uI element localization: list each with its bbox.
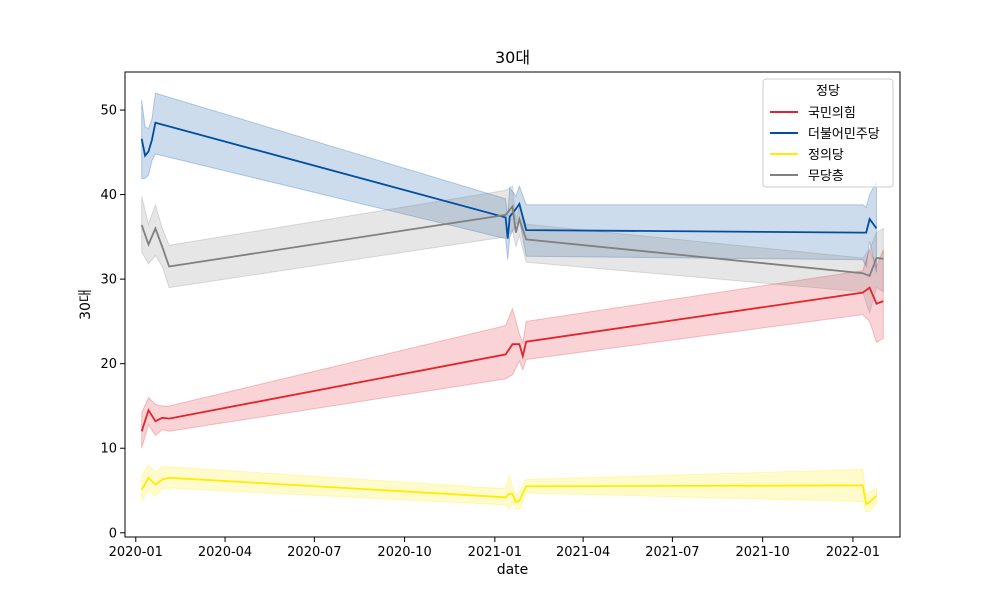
- y-tick-label: 50: [100, 104, 117, 119]
- legend-title: 정당: [816, 84, 840, 99]
- y-tick-label: 20: [100, 357, 117, 372]
- legend-box: [762, 78, 894, 188]
- x-axis-label: date: [497, 562, 529, 578]
- x-tick-label: 2020-01: [109, 545, 163, 560]
- chart-title: 30대: [495, 48, 530, 67]
- line-series-2: [140, 476, 878, 506]
- band-series-0: [141, 248, 884, 449]
- x-tick-label: 2020-10: [377, 545, 431, 560]
- line-series-0: [140, 286, 884, 432]
- legend-entry-label: 무당층: [808, 169, 844, 184]
- legend-entry-label: 정의당: [808, 148, 844, 163]
- y-tick-label: 40: [100, 188, 117, 203]
- y-tick-label: 0: [109, 526, 117, 541]
- line-series-3: [140, 204, 884, 277]
- legend-entry-label: 더불어민주당: [808, 127, 880, 142]
- y-axis: 0 10 20 30 40 50: [100, 104, 125, 541]
- band-series-2: [141, 464, 877, 513]
- x-tick-label: 2021-01: [468, 545, 522, 560]
- band-series-1: [141, 92, 877, 273]
- plot-area-frame: [124, 71, 901, 538]
- y-axis-label: 30대: [78, 289, 94, 320]
- y-tick-label: 30: [100, 273, 117, 288]
- x-tick-label: 2020-07: [287, 545, 341, 560]
- x-axis: 2020-01 2020-04 2020-07 2020-10 2021-01 2021-…: [109, 537, 880, 560]
- x-tick-label: 2021-10: [735, 545, 789, 560]
- x-tick-label: 2021-04: [556, 545, 610, 560]
- x-tick-label: 2022-01: [826, 545, 880, 560]
- x-tick-label: 2021-07: [645, 545, 699, 560]
- series-lines: [140, 121, 884, 506]
- legend-entry-label: 국민의힘: [808, 106, 856, 121]
- y-tick-label: 10: [100, 442, 117, 457]
- line-series-1: [140, 121, 878, 239]
- x-tick-label: 2020-04: [198, 545, 252, 560]
